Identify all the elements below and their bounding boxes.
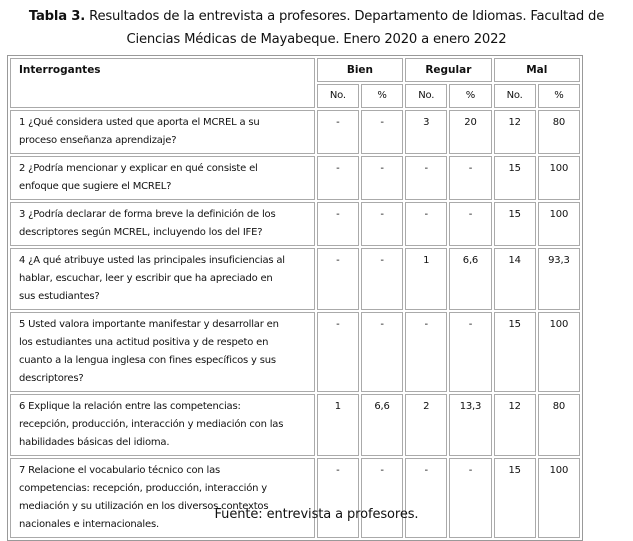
question-line: 7 Relacione el vocabulario técnico con l… xyxy=(19,465,221,476)
value-bien-no: - xyxy=(316,312,359,392)
value-regular-no: - xyxy=(405,312,448,392)
caption-line1: Resultados de la entrevista a profesores… xyxy=(85,9,605,24)
value-regular-pct: - xyxy=(449,156,492,200)
subheader-regular-pct: % xyxy=(449,84,492,108)
question-cell: 5 Usted valora importante manifestar y d… xyxy=(10,312,315,392)
question-line: sus estudiantes? xyxy=(19,291,100,302)
value-bien-pct: - xyxy=(360,110,404,154)
subheader-mal-no: No. xyxy=(493,84,536,108)
question-cell: 2 ¿Podría mencionar y explicar en qué co… xyxy=(10,156,315,200)
value-regular-no: 3 xyxy=(405,110,448,154)
value-mal-pct: 100 xyxy=(537,458,580,538)
table-row: 1 ¿Qué considera usted que aporta el MCR… xyxy=(10,110,580,154)
value-mal-pct: 80 xyxy=(537,394,580,456)
value-mal-no: 15 xyxy=(493,458,536,538)
value-bien-no: - xyxy=(316,156,359,200)
subheader-bien-no: No. xyxy=(316,84,359,108)
value-bien-no: 1 xyxy=(316,394,359,456)
question-line: nacionales e internacionales. xyxy=(19,519,159,530)
value-mal-pct: 100 xyxy=(537,312,580,392)
header-mal: Mal xyxy=(493,58,580,82)
value-mal-no: 14 xyxy=(493,248,536,310)
value-regular-pct: 13,3 xyxy=(449,394,492,456)
question-cell: 3 ¿Podría declarar de forma breve la def… xyxy=(10,202,315,246)
table-row: 4 ¿A qué atribuye usted las principales … xyxy=(10,248,580,310)
header-regular: Regular xyxy=(405,58,492,82)
value-bien-pct: - xyxy=(360,156,404,200)
header-interrogantes: Interrogantes xyxy=(10,58,315,108)
value-regular-no: - xyxy=(405,202,448,246)
header-bien: Bien xyxy=(316,58,404,82)
question-line: descriptores? xyxy=(19,373,84,384)
table-row: 2 ¿Podría mencionar y explicar en qué co… xyxy=(10,156,580,200)
question-cell: 4 ¿A qué atribuye usted las principales … xyxy=(10,248,315,310)
table-row: 6 Explique la relación entre las compete… xyxy=(10,394,580,456)
value-mal-no: 12 xyxy=(493,394,536,456)
question-line: hablar, escuchar, leer y escribir que ha… xyxy=(19,273,273,284)
value-regular-no: - xyxy=(405,156,448,200)
table-source: Fuente: entrevista a profesores. xyxy=(214,507,419,522)
subheader-mal-pct: % xyxy=(537,84,580,108)
value-regular-pct: - xyxy=(449,312,492,392)
value-regular-pct: 6,6 xyxy=(449,248,492,310)
question-line: 5 Usted valora importante manifestar y d… xyxy=(19,319,279,330)
value-regular-pct: 20 xyxy=(449,110,492,154)
question-line: 6 Explique la relación entre las compete… xyxy=(19,401,241,412)
value-regular-pct: - xyxy=(449,202,492,246)
value-regular-no: 2 xyxy=(405,394,448,456)
results-table: Interrogantes Bien Regular Mal No. % No.… xyxy=(7,55,583,541)
caption-line2: Ciencias Médicas de Mayabeque. Enero 202… xyxy=(126,32,507,47)
question-line: descriptores según MCREL, incluyendo los… xyxy=(19,227,263,238)
value-regular-no: 1 xyxy=(405,248,448,310)
value-mal-pct: 93,3 xyxy=(537,248,580,310)
table-caption: Tabla 3. Resultados de la entrevista a p… xyxy=(0,5,633,51)
question-line: competencias: recepción, producción, int… xyxy=(19,483,267,494)
question-line: cuanto a la lengua inglesa con fines esp… xyxy=(19,355,276,366)
question-line: 3 ¿Podría declarar de forma breve la def… xyxy=(19,209,276,220)
question-line: recepción, producción, interacción y med… xyxy=(19,419,284,430)
value-mal-no: 12 xyxy=(493,110,536,154)
value-regular-pct: - xyxy=(449,458,492,538)
value-regular-no: - xyxy=(405,458,448,538)
subheader-regular-no: No. xyxy=(405,84,448,108)
table-row: 5 Usted valora importante manifestar y d… xyxy=(10,312,580,392)
value-bien-pct: 6,6 xyxy=(360,394,404,456)
question-cell: 1 ¿Qué considera usted que aporta el MCR… xyxy=(10,110,315,154)
question-line: enfoque que sugiere el MCREL? xyxy=(19,181,172,192)
question-cell: 7 Relacione el vocabulario técnico con l… xyxy=(10,458,315,538)
question-line: 4 ¿A qué atribuye usted las principales … xyxy=(19,255,285,266)
question-line: 1 ¿Qué considera usted que aporta el MCR… xyxy=(19,117,260,128)
value-bien-pct: - xyxy=(360,458,404,538)
question-line: 2 ¿Podría mencionar y explicar en qué co… xyxy=(19,163,258,174)
value-bien-no: - xyxy=(316,202,359,246)
value-mal-pct: 80 xyxy=(537,110,580,154)
value-bien-pct: - xyxy=(360,312,404,392)
question-line: mediación y su utilización en los divers… xyxy=(19,501,269,512)
value-mal-pct: 100 xyxy=(537,156,580,200)
question-line: los estudiantes una actitud positiva y d… xyxy=(19,337,269,348)
value-mal-no: 15 xyxy=(493,312,536,392)
value-bien-no: - xyxy=(316,458,359,538)
value-mal-no: 15 xyxy=(493,156,536,200)
subheader-bien-pct: % xyxy=(360,84,404,108)
value-bien-pct: - xyxy=(360,202,404,246)
value-bien-no: - xyxy=(316,110,359,154)
value-bien-no: - xyxy=(316,248,359,310)
caption-label: Tabla 3. xyxy=(28,9,86,24)
table-row: 3 ¿Podría declarar de forma breve la def… xyxy=(10,202,580,246)
question-cell: 6 Explique la relación entre las compete… xyxy=(10,394,315,456)
table-row: 7 Relacione el vocabulario técnico con l… xyxy=(10,458,580,538)
value-mal-no: 15 xyxy=(493,202,536,246)
question-line: proceso enseñanza aprendizaje? xyxy=(19,135,177,146)
question-line: habilidades básicas del idioma. xyxy=(19,437,170,448)
value-bien-pct: - xyxy=(360,248,404,310)
value-mal-pct: 100 xyxy=(537,202,580,246)
